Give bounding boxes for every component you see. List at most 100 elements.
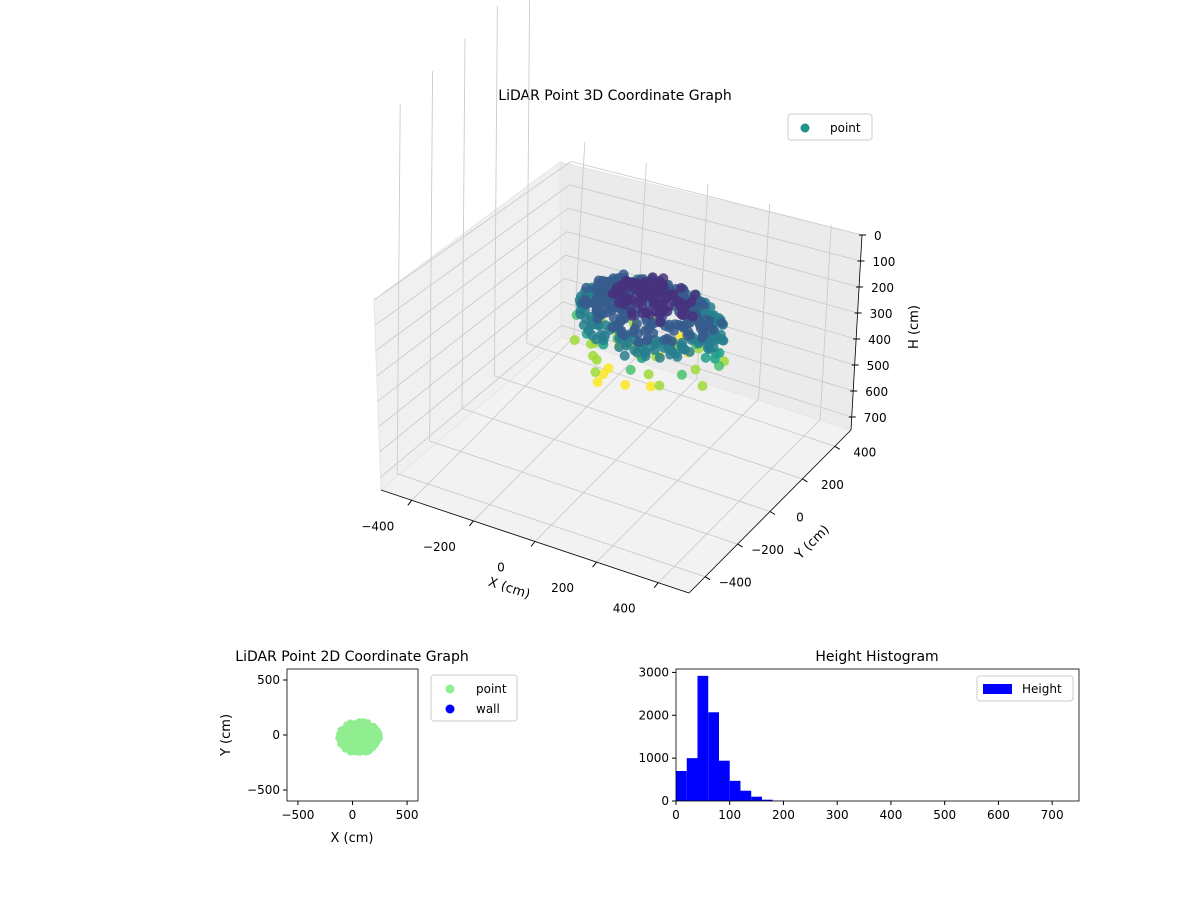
histogram-bar: [697, 676, 708, 801]
y-tick-3d: [802, 479, 807, 482]
histogram-bar: [676, 771, 687, 801]
x-tick-label-hist: 700: [1041, 808, 1064, 822]
point-3d: [594, 301, 604, 311]
x-tick-3d: [593, 562, 597, 567]
x-tick-label-hist: 400: [879, 808, 902, 822]
point-3d: [581, 283, 591, 293]
point-3d: [676, 298, 686, 308]
point-3d: [698, 381, 708, 391]
legend-histogram-label: Height: [1022, 682, 1062, 696]
point-3d: [664, 301, 674, 311]
point-3d: [621, 283, 631, 293]
histogram-bar: [687, 758, 698, 801]
point-3d: [690, 290, 700, 300]
point-3d: [652, 288, 662, 298]
y-tick-label-2d: 500: [257, 673, 280, 687]
x-axis-label-3d: X (cm): [486, 575, 532, 603]
x-tick-label-3d: 400: [613, 602, 636, 616]
z-tick-label-3d: 200: [871, 281, 894, 295]
x-tick-label-hist: 600: [987, 808, 1010, 822]
z-tick-label-3d: 0: [874, 229, 882, 243]
x-tick-label-hist: 200: [772, 808, 795, 822]
x-tick-3d: [654, 583, 658, 588]
histogram-title: Height Histogram: [815, 649, 938, 665]
point-3d: [655, 311, 665, 321]
legend-histogram-swatch: [983, 684, 1012, 694]
point-3d: [623, 294, 633, 304]
point-3d: [631, 278, 641, 288]
histogram-bar: [708, 712, 719, 801]
point-3d: [677, 321, 687, 331]
point-3d: [705, 344, 715, 354]
point-3d: [704, 316, 714, 326]
histogram-bar: [730, 781, 741, 801]
legend-2d-marker-point: [446, 685, 455, 694]
y-tick-label-3d: −200: [751, 543, 784, 557]
point-3d: [627, 307, 637, 317]
point-2d: [367, 723, 373, 729]
point-3d: [691, 365, 701, 375]
y-tick-label-2d: 0: [272, 728, 280, 742]
point-3d: [642, 336, 652, 346]
x-tick-label-hist: 500: [933, 808, 956, 822]
legend-2d-label-point: point: [476, 682, 507, 696]
y-tick-label-2d: −500: [247, 783, 280, 797]
x-tick-label-3d: 0: [497, 561, 505, 575]
point-3d: [601, 279, 611, 289]
chart-histogram: Height Histogram 0 100 200 300 400 500 600 700 0…: [638, 649, 1079, 822]
y-tick-3d: [738, 544, 743, 547]
point-3d: [633, 337, 643, 347]
y-tick-label-hist: 2000: [638, 708, 669, 722]
point-3d: [644, 369, 654, 379]
point-3d: [645, 309, 655, 319]
legend-3d: point: [788, 114, 872, 140]
z-axis-label-3d: H (cm): [907, 305, 922, 349]
x-tick-3d: [531, 542, 535, 547]
point-3d: [676, 283, 686, 293]
y-tick-label-hist: 3000: [638, 665, 669, 679]
point-3d: [581, 300, 591, 310]
legend-2d-label-wall: wall: [476, 702, 500, 716]
y-tick-3d: [835, 446, 840, 449]
y-tick-label-hist: 0: [661, 794, 669, 808]
z-tick-label-3d: 700: [864, 411, 887, 425]
point-3d: [641, 347, 651, 357]
x-axis-label-2d: X (cm): [331, 831, 374, 846]
point-2d: [344, 730, 350, 736]
point-3d: [642, 283, 652, 293]
point-3d: [701, 353, 711, 363]
legend-2d-marker-wall: [446, 705, 455, 714]
x-tick-3d: [469, 521, 473, 526]
x-tick-label-3d: −200: [423, 540, 456, 554]
x-tick-3d: [408, 500, 412, 505]
x-tick-label-2d: 0: [349, 808, 357, 822]
z-tick-label-3d: 100: [873, 255, 896, 269]
point-3d: [646, 381, 656, 391]
point-3d: [697, 333, 707, 343]
legend-histogram: Height: [977, 676, 1073, 701]
x-tick-label-2d: −500: [281, 808, 314, 822]
point-2d: [366, 731, 372, 737]
x-tick-label-hist: 0: [672, 808, 680, 822]
point-2d: [347, 739, 353, 745]
point-3d: [596, 329, 606, 339]
point-3d: [677, 370, 687, 380]
point-2d: [347, 749, 353, 755]
point-2d: [356, 718, 362, 724]
point-3d: [654, 381, 664, 391]
y-tick-label-3d: 200: [821, 478, 844, 492]
z-tick-label-3d: 500: [867, 359, 890, 373]
point-2d: [375, 729, 381, 735]
x-tick-label-hist: 300: [826, 808, 849, 822]
y-tick-3d: [705, 577, 710, 580]
z-tick-label-3d: 300: [870, 307, 893, 321]
chart-3d-title: LiDAR Point 3D Coordinate Graph: [498, 88, 731, 104]
point-3d: [588, 351, 598, 361]
x-tick-label-hist: 100: [718, 808, 741, 822]
point-3d: [607, 305, 617, 315]
point-3d: [594, 292, 604, 302]
point-3d: [668, 290, 678, 300]
x-tick-label-3d: 200: [551, 581, 574, 595]
